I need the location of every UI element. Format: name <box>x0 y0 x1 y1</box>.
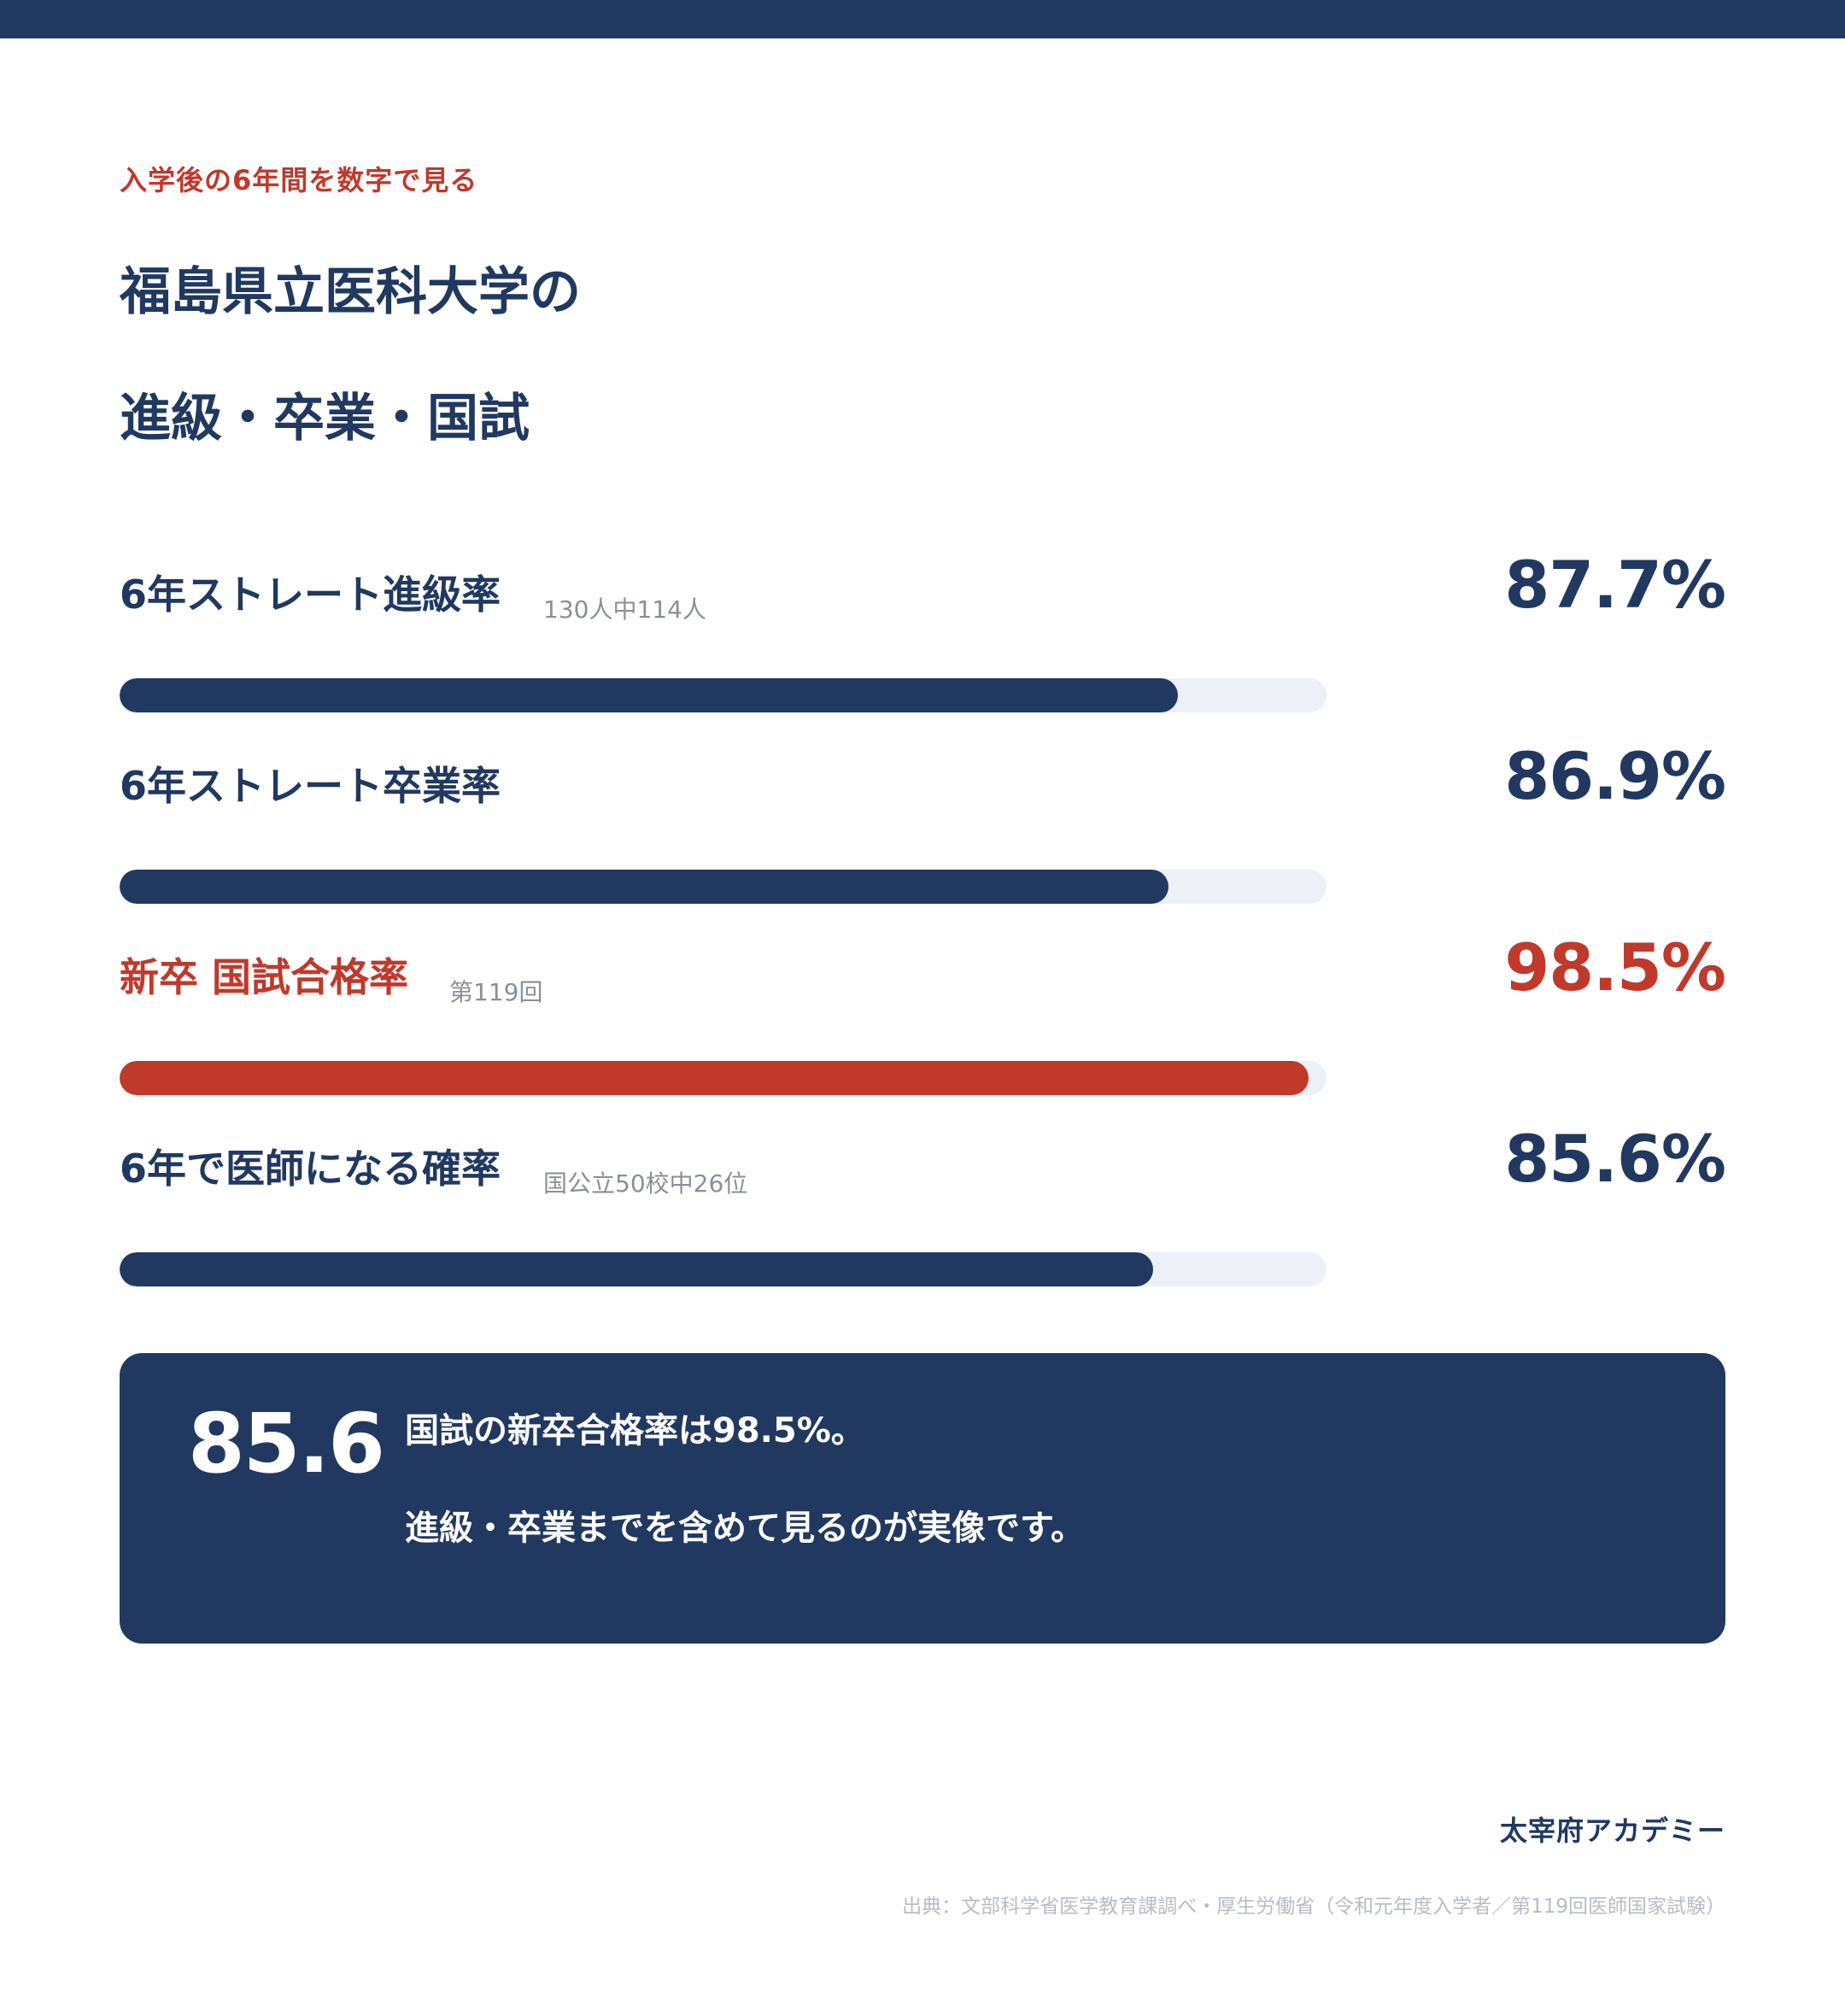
bar-fill <box>120 870 1168 904</box>
bar-note: 第119回 <box>449 978 543 1006</box>
bar-note: 130人中114人 <box>543 595 706 624</box>
kicker-text: 入学後の6年間を数字で見る <box>120 164 478 196</box>
bar-track <box>120 1252 1327 1286</box>
callout-line-2: 進級・卒業までを含めて見るのが実像です。 <box>405 1509 1085 1548</box>
page-title-line-2: 進級・卒業・国試 <box>120 389 530 448</box>
bar-label: 6年ストレート進級率 <box>120 571 501 618</box>
bar-note: 国公立50校中26位 <box>543 1169 748 1198</box>
bar-fill <box>120 1252 1153 1286</box>
brand-name: 太宰府アカデミー <box>1499 1814 1725 1847</box>
metric-row-exam-pass: 新卒 国試合格率 第119回 98.5% <box>120 929 1726 1100</box>
bar-label: 新卒 国試合格率 <box>120 954 409 1000</box>
metric-row-graduation: 6年ストレート卒業率 86.9% <box>120 738 1726 909</box>
bar-value-label: 86.9% <box>1504 738 1726 814</box>
metric-row-promotion: 6年ストレート進級率 130人中114人 87.7% <box>120 547 1726 718</box>
bar-fill <box>120 1061 1309 1095</box>
metric-row-become-doctor: 6年で医師になる確率 国公立50校中26位 85.6% <box>120 1121 1726 1292</box>
bar-fill <box>120 678 1178 712</box>
bar-value-label: 87.7% <box>1504 547 1726 623</box>
bar-track <box>120 1061 1327 1095</box>
callout-line-1: 国試の新卒合格率は98.5%。 <box>405 1411 865 1450</box>
source-citation: 出典：文部科学省医学教育課調べ・厚生労働省（令和元年度入学者／第119回医師国家… <box>902 1896 1725 1918</box>
top-accent-bar <box>0 0 1845 38</box>
bar-value-label: 85.6% <box>1504 1121 1726 1197</box>
bar-track <box>120 678 1327 712</box>
page-title-line-1: 福島県立医科大学の <box>120 262 581 322</box>
bar-track <box>120 870 1327 904</box>
callout-big-number: 85.6 <box>188 1396 385 1491</box>
summary-callout: 85.6 国試の新卒合格率は98.5%。 進級・卒業までを含めて見るのが実像です… <box>120 1353 1725 1644</box>
bar-value-label: 98.5% <box>1504 929 1726 1005</box>
bar-label: 6年ストレート卒業率 <box>120 763 501 809</box>
bar-label: 6年で医師になる確率 <box>120 1146 501 1192</box>
